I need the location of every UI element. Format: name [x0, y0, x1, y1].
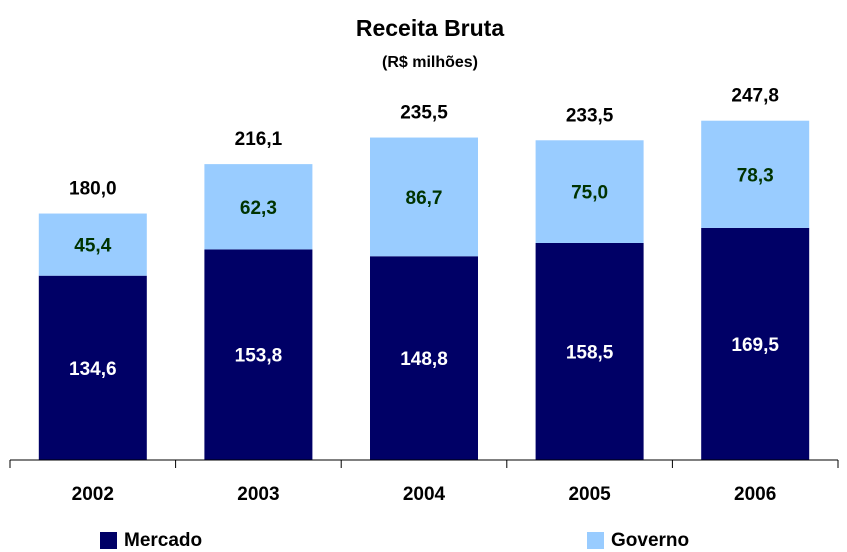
value-label: 45,4	[74, 236, 111, 257]
value-label: 148,8	[400, 349, 448, 370]
value-label: 62,3	[240, 198, 277, 219]
chart-subtitle: (R$ milhões)	[382, 54, 478, 71]
value-label: 153,8	[235, 346, 283, 367]
bar-segment	[701, 120, 810, 228]
chart-title: Receita Bruta	[356, 15, 504, 41]
bar-segment	[370, 137, 478, 257]
bar-segment	[535, 140, 644, 243]
bar-segment	[38, 275, 147, 460]
value-label: 169,5	[731, 335, 779, 356]
value-label: 75,0	[571, 183, 608, 204]
legend-swatch	[587, 532, 604, 549]
value-label: 78,3	[737, 165, 774, 186]
x-tick-label: 2002	[72, 484, 114, 505]
bar-segment	[535, 242, 644, 460]
total-label: 235,5	[400, 103, 448, 124]
bar-segment	[701, 227, 810, 460]
bar-segment	[204, 164, 313, 250]
x-tick-label: 2003	[237, 484, 279, 505]
legend-label: Mercado	[124, 530, 202, 551]
bar-segment	[370, 256, 478, 460]
bar-segment	[204, 249, 313, 460]
bar-segment	[38, 213, 147, 276]
x-tick-label: 2004	[403, 484, 446, 505]
total-label: 216,1	[235, 129, 283, 150]
total-label: 233,5	[566, 105, 614, 126]
total-label: 247,8	[731, 86, 779, 107]
value-label: 134,6	[69, 359, 117, 380]
value-label: 86,7	[406, 188, 443, 209]
value-label: 158,5	[566, 343, 614, 364]
x-tick-label: 2005	[568, 484, 611, 505]
legend-label: Governo	[611, 530, 689, 551]
legend-swatch	[100, 532, 117, 549]
x-tick-label: 2006	[734, 484, 776, 505]
total-label: 180,0	[69, 179, 117, 200]
